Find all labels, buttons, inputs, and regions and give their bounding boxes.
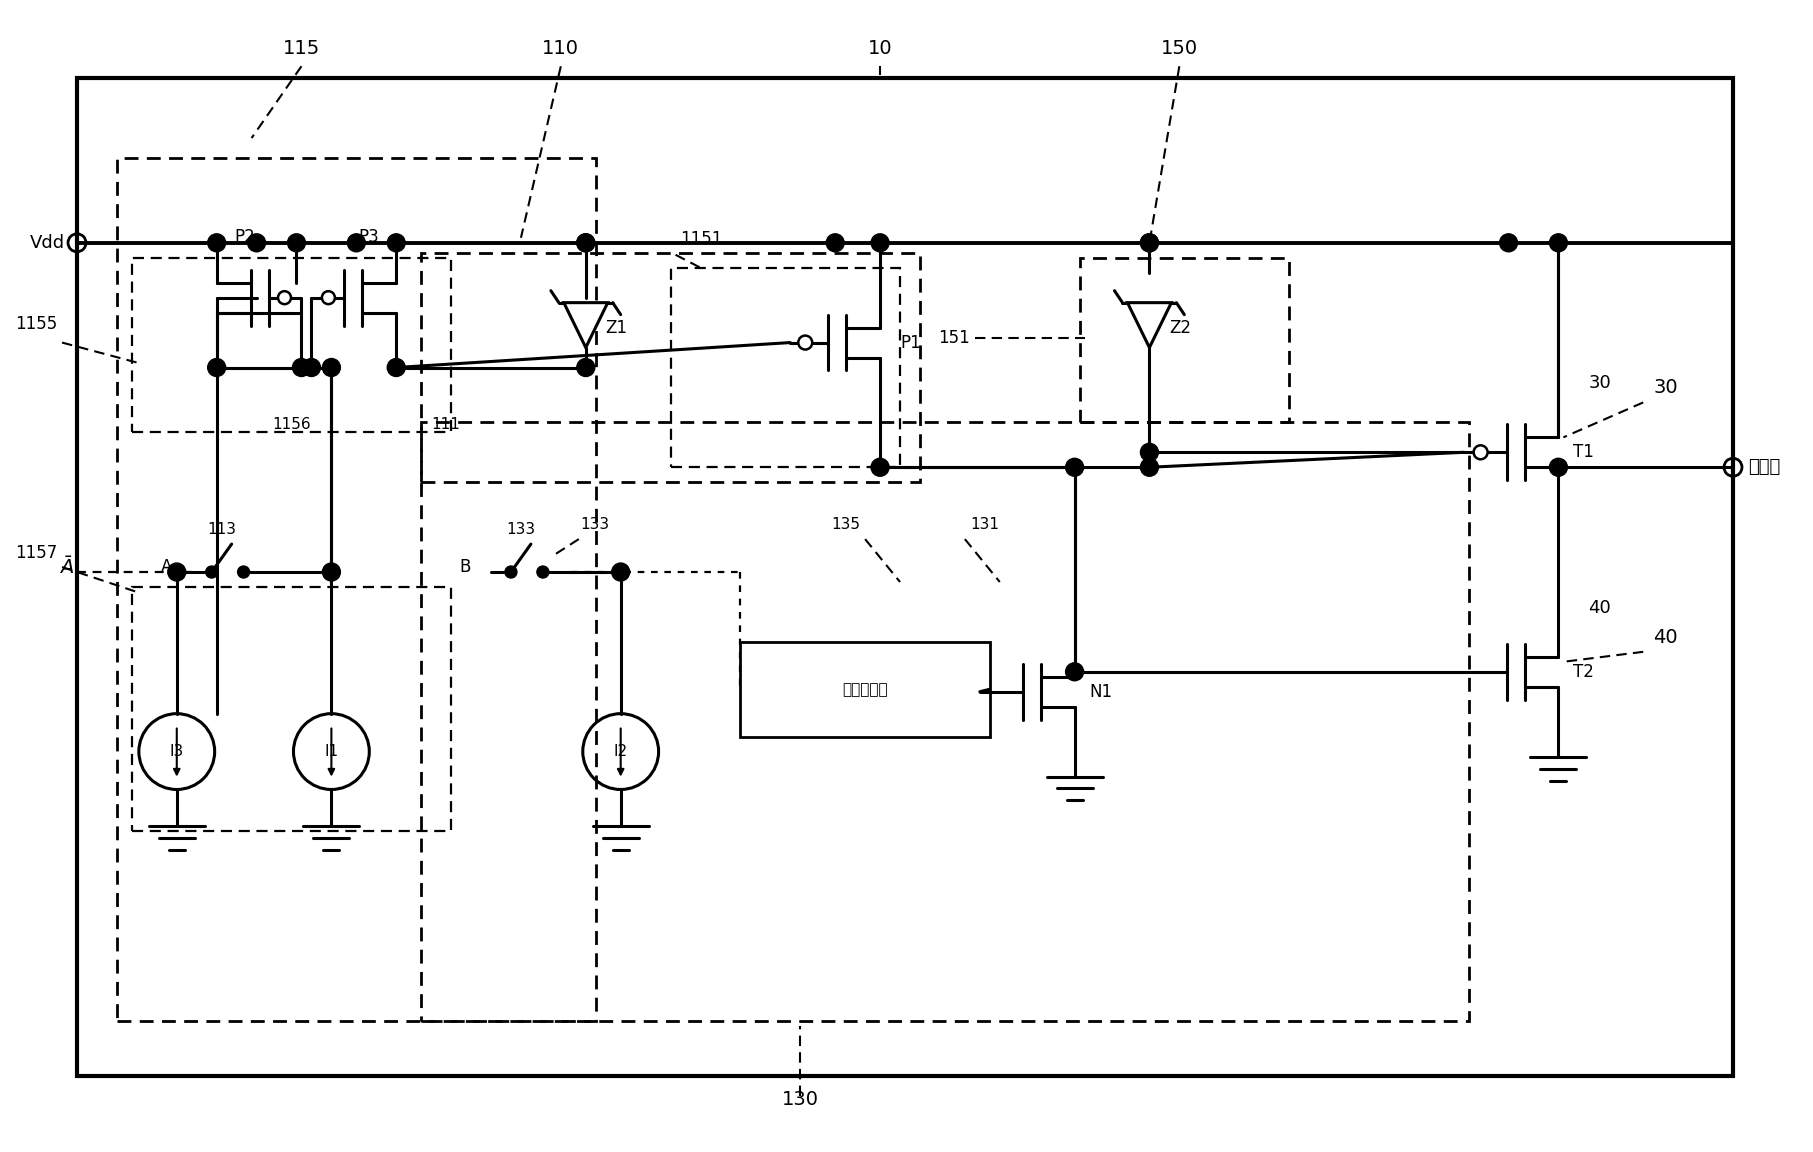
Circle shape [506,566,517,578]
Text: Z1: Z1 [606,319,627,336]
Circle shape [1140,234,1159,252]
Text: 单触发脉冲: 单触发脉冲 [843,682,888,697]
Bar [132,588,451,832]
Circle shape [870,458,888,476]
Text: B: B [461,558,471,576]
Bar [740,642,990,736]
Text: T2: T2 [1574,662,1594,681]
Circle shape [1550,458,1568,476]
Circle shape [1140,458,1159,476]
Circle shape [208,358,225,377]
Circle shape [870,234,888,252]
Circle shape [611,563,629,581]
Circle shape [288,234,305,252]
Circle shape [798,335,812,349]
Bar [76,78,1733,1076]
Circle shape [577,234,595,252]
Text: I1: I1 [325,744,339,759]
Circle shape [208,234,225,252]
Text: P3: P3 [357,228,379,245]
Circle shape [577,358,595,377]
Circle shape [827,234,845,252]
Text: 1155: 1155 [15,314,56,333]
Text: 输出端: 输出端 [1748,458,1780,476]
Circle shape [388,234,406,252]
Circle shape [238,566,250,578]
Text: 1157: 1157 [15,544,56,562]
Bar [671,267,899,468]
Text: 113: 113 [207,522,236,537]
Circle shape [1140,234,1159,252]
Text: N1: N1 [1090,683,1113,700]
Text: 135: 135 [830,517,859,532]
Text: 10: 10 [868,39,892,59]
Circle shape [169,563,185,581]
Text: 133: 133 [580,517,609,532]
Text: 1156: 1156 [272,417,310,432]
Text: 151: 151 [937,328,970,347]
Circle shape [277,291,292,304]
Text: 110: 110 [542,39,580,59]
Text: 115: 115 [283,39,321,59]
Circle shape [1066,458,1084,476]
Circle shape [388,358,406,377]
Text: $\bar{A}$: $\bar{A}$ [60,556,74,578]
Bar [132,258,451,432]
Text: A: A [160,558,172,576]
Text: 130: 130 [781,1090,819,1108]
Text: Z2: Z2 [1169,319,1191,336]
Circle shape [1066,662,1084,681]
Circle shape [577,234,595,252]
Bar [421,252,919,483]
Circle shape [348,234,364,252]
Text: 133: 133 [506,522,535,537]
Circle shape [1550,234,1568,252]
Text: P1: P1 [899,334,921,351]
Circle shape [537,566,549,578]
Text: 30: 30 [1588,374,1612,393]
Text: P2: P2 [234,228,256,245]
Circle shape [205,566,218,578]
Bar [421,423,1469,1021]
Circle shape [248,234,265,252]
Text: 150: 150 [1160,39,1198,59]
Text: 40: 40 [1588,599,1612,617]
Polygon shape [564,303,607,348]
Text: I2: I2 [613,744,627,759]
Text: 40: 40 [1653,628,1677,646]
Polygon shape [1128,303,1171,348]
Bar [116,158,596,1021]
Text: 131: 131 [970,517,999,532]
Circle shape [1474,446,1488,460]
Text: T1: T1 [1574,444,1594,461]
Circle shape [1140,444,1159,461]
Bar [1079,258,1289,423]
Text: 111: 111 [431,417,461,432]
Text: I3: I3 [170,744,183,759]
Circle shape [303,358,321,377]
Text: 30: 30 [1653,378,1677,397]
Circle shape [323,358,341,377]
Circle shape [323,563,341,581]
Text: 1151: 1151 [680,229,723,248]
Text: Vdd: Vdd [29,234,65,252]
Circle shape [292,358,310,377]
Circle shape [1499,234,1517,252]
Circle shape [323,291,335,304]
